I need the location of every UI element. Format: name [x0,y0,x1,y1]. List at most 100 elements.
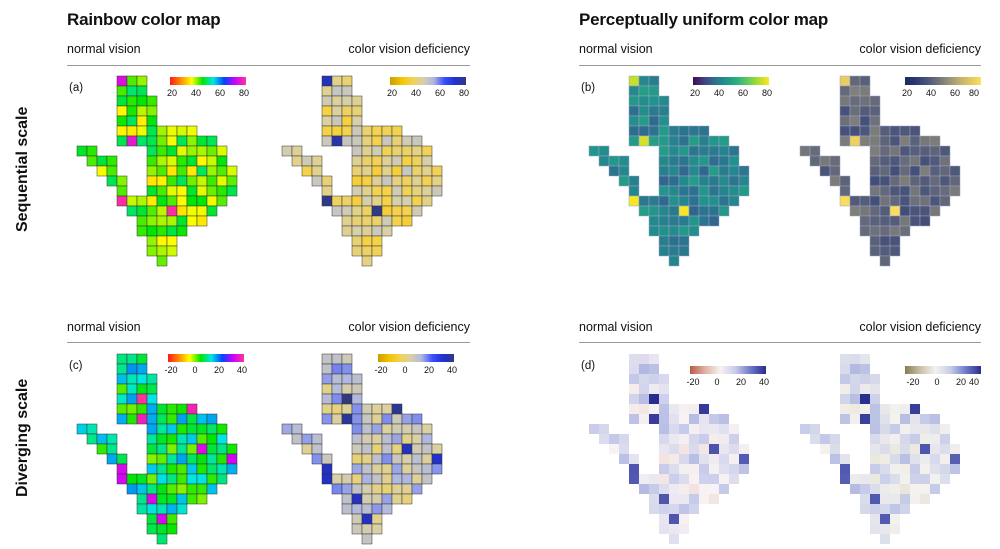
county-cell [728,165,740,177]
county-cell [628,175,640,187]
county-cell [850,404,860,414]
county-cell [679,494,689,504]
county-cell [879,205,891,217]
county-cell [688,145,700,157]
county-cell [136,373,148,385]
county-cell [341,503,353,515]
county-cell [658,165,670,177]
county-cell [371,523,383,535]
county-cell [361,473,373,485]
county-cell [311,165,323,177]
county-cell [196,453,208,465]
county-cell [910,494,920,504]
colorbar-tick: 0 [934,377,940,387]
county-cell [146,523,158,535]
county-cell [668,165,680,177]
county-cell [678,185,690,197]
county-cell [106,175,118,187]
colorbar-tick: 60 [949,88,961,98]
county-cell [361,165,373,177]
county-cell [900,434,910,444]
county-cell [206,135,218,147]
county-cell [361,255,373,267]
county-cell [206,413,218,425]
county-cell [331,473,343,485]
county-cell [659,514,669,524]
county-cell [391,463,403,475]
subheader-normal-vision: normal vision [67,42,141,56]
county-cell [658,105,670,117]
county-cell [638,135,650,147]
county-cell [739,454,749,464]
county-cell [361,453,373,465]
county-cell [126,115,138,127]
county-cell [869,225,881,237]
county-cell [106,155,118,167]
county-cell [859,225,871,237]
colorbar-tick: 80 [238,88,250,98]
county-cell [728,145,740,157]
colorbar-rainbow-cvd [378,354,454,362]
county-cell [391,483,403,495]
county-cell [920,464,930,474]
county-cell [166,463,178,475]
county-cell [910,424,920,434]
county-cell [216,463,228,475]
divider [67,342,470,343]
county-cell [381,473,393,485]
county-cell [678,205,690,217]
county-cell [156,463,168,475]
county-cell [869,145,881,157]
county-cell [929,175,941,187]
county-cell [679,504,689,514]
county-cell [609,444,619,454]
county-cell [709,454,719,464]
county-cell [880,454,890,464]
county-cell [176,155,188,167]
county-cell [371,205,383,217]
county-cell [849,95,861,107]
county-cell [920,474,930,484]
county-cell [849,125,861,137]
county-cell [659,524,669,534]
county-cell [659,504,669,514]
county-cell [216,165,228,177]
county-cell [679,404,689,414]
county-cell [176,185,188,197]
county-cell [698,185,710,197]
county-cell [146,453,158,465]
colorbar-tick: 20 [955,377,967,387]
county-cell [668,255,680,267]
county-cell [639,404,649,414]
county-cell [629,414,639,424]
county-cell [301,433,313,445]
county-cell [879,225,891,237]
county-cell [699,424,709,434]
county-cell [156,523,168,535]
county-cell [401,175,413,187]
county-cell [381,423,393,435]
county-cell [950,444,960,454]
county-cell [361,135,373,147]
county-cell [589,424,599,434]
county-cell [351,215,363,227]
county-cell [919,215,931,227]
county-cell [870,504,880,514]
county-cell [351,433,363,445]
colorbar-tick: 0 [714,377,720,387]
county-cell [699,454,709,464]
county-cell [648,105,660,117]
county-cell [136,503,148,515]
county-cell [709,424,719,434]
county-cell [76,145,88,157]
county-cell [216,145,228,157]
panel-label-a: (a) [69,82,84,94]
county-cell [146,493,158,505]
county-cell [206,145,218,157]
county-cell [341,75,353,87]
county-cell [216,443,228,455]
county-cell [890,474,900,484]
county-cell [689,484,699,494]
county-cell [920,494,930,504]
county-cell [391,135,403,147]
